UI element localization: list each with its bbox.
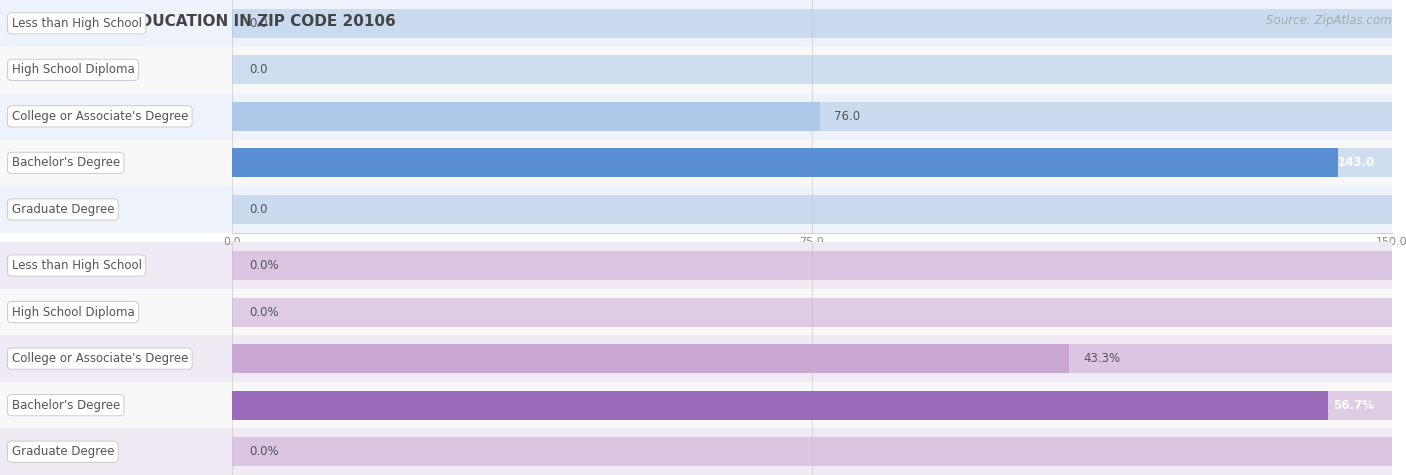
Text: Graduate Degree: Graduate Degree — [11, 445, 114, 458]
Bar — [232, 93, 1392, 140]
Text: 43.3%: 43.3% — [1083, 352, 1121, 365]
Bar — [232, 102, 820, 131]
Bar — [232, 186, 1392, 233]
Bar — [232, 149, 1339, 177]
Bar — [232, 47, 1392, 93]
Bar — [232, 298, 1392, 326]
Text: 0.0: 0.0 — [249, 63, 269, 76]
Text: 143.0: 143.0 — [1337, 156, 1375, 170]
Text: 76.0: 76.0 — [834, 110, 859, 123]
Text: FERTILITY BY EDUCATION IN ZIP CODE 20106: FERTILITY BY EDUCATION IN ZIP CODE 20106 — [11, 14, 395, 29]
Text: College or Associate's Degree: College or Associate's Degree — [11, 352, 188, 365]
Text: Less than High School: Less than High School — [11, 17, 142, 30]
Bar — [232, 251, 1392, 280]
Bar — [232, 437, 1392, 466]
Bar — [232, 0, 1392, 47]
Bar — [232, 140, 1392, 186]
Text: Bachelor's Degree: Bachelor's Degree — [11, 156, 120, 170]
Bar — [232, 391, 1329, 419]
Bar — [232, 149, 1392, 177]
Bar — [232, 344, 1392, 373]
Text: Bachelor's Degree: Bachelor's Degree — [11, 399, 120, 412]
Text: High School Diploma: High School Diploma — [11, 305, 135, 319]
Bar — [232, 335, 1392, 382]
Bar — [232, 391, 1392, 419]
Text: Graduate Degree: Graduate Degree — [11, 203, 114, 216]
Text: 0.0%: 0.0% — [249, 445, 278, 458]
Bar — [232, 242, 1392, 289]
Text: 0.0: 0.0 — [249, 17, 269, 30]
Bar — [232, 289, 1392, 335]
Bar — [232, 56, 1392, 84]
Bar — [232, 102, 1392, 131]
Text: 0.0%: 0.0% — [249, 259, 278, 272]
Text: 0.0%: 0.0% — [249, 305, 278, 319]
Bar — [232, 382, 1392, 428]
Text: Source: ZipAtlas.com: Source: ZipAtlas.com — [1267, 14, 1392, 27]
Text: College or Associate's Degree: College or Associate's Degree — [11, 110, 188, 123]
Text: Less than High School: Less than High School — [11, 259, 142, 272]
Bar — [232, 428, 1392, 475]
Text: 56.7%: 56.7% — [1333, 399, 1375, 412]
Bar — [232, 195, 1392, 224]
Bar — [232, 9, 1392, 38]
Text: High School Diploma: High School Diploma — [11, 63, 135, 76]
Bar — [232, 344, 1069, 373]
Text: 0.0: 0.0 — [249, 203, 269, 216]
